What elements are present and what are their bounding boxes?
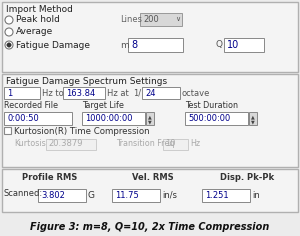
Bar	[202, 189, 250, 202]
Text: Recorded File: Recorded File	[4, 101, 58, 110]
Bar	[82, 112, 145, 125]
Text: octave: octave	[182, 88, 210, 97]
Text: 10: 10	[227, 40, 239, 50]
Text: Disp. Pk-Pk: Disp. Pk-Pk	[220, 173, 274, 181]
Circle shape	[5, 16, 13, 24]
Bar	[128, 38, 183, 52]
Text: 500:00:00: 500:00:00	[188, 114, 230, 123]
Text: Kurtosion(R) Time Compression: Kurtosion(R) Time Compression	[14, 126, 150, 135]
Text: Peak hold: Peak hold	[16, 16, 60, 25]
Bar	[185, 112, 248, 125]
Circle shape	[7, 43, 11, 47]
Text: 1: 1	[7, 88, 12, 97]
Text: Vel. RMS: Vel. RMS	[132, 173, 174, 181]
Text: Import Method: Import Method	[6, 4, 73, 13]
Text: Hz to: Hz to	[42, 88, 64, 97]
Bar	[140, 13, 182, 26]
Bar	[249, 112, 257, 125]
Text: m: m	[120, 41, 129, 50]
Text: Profile RMS: Profile RMS	[22, 173, 78, 181]
Text: 163.84: 163.84	[66, 88, 95, 97]
Text: 1000:00:00: 1000:00:00	[85, 114, 133, 123]
Text: G: G	[88, 190, 95, 199]
Bar	[2, 2, 298, 72]
Text: in/s: in/s	[162, 190, 177, 199]
Bar	[4, 87, 40, 99]
Text: 1.251: 1.251	[205, 191, 229, 200]
Text: 11.75: 11.75	[115, 191, 139, 200]
Text: ∨: ∨	[176, 16, 181, 22]
Text: Hz: Hz	[190, 139, 200, 148]
Text: ▲: ▲	[251, 114, 255, 119]
Text: Figure 3: m=8, Q=10, 2x Time Compression: Figure 3: m=8, Q=10, 2x Time Compression	[30, 222, 270, 232]
Text: Hz at: Hz at	[107, 88, 129, 97]
Bar	[224, 38, 264, 52]
Text: in: in	[252, 190, 260, 199]
Text: Target Life: Target Life	[82, 101, 124, 110]
Text: 0:00:50: 0:00:50	[7, 114, 39, 123]
Bar	[46, 139, 96, 150]
Bar	[2, 74, 298, 167]
Text: Q: Q	[216, 41, 223, 50]
Text: 10: 10	[165, 139, 175, 148]
Bar	[4, 127, 11, 134]
Bar	[163, 139, 188, 150]
Text: 3.802: 3.802	[41, 191, 65, 200]
Text: ▲: ▲	[148, 114, 152, 119]
Text: 1/: 1/	[133, 88, 141, 97]
Text: Average: Average	[16, 28, 53, 37]
Text: Test Duration: Test Duration	[185, 101, 238, 110]
Text: 20.3879: 20.3879	[48, 139, 82, 148]
Text: Transition Freq: Transition Freq	[116, 139, 175, 148]
Text: Lines: Lines	[120, 16, 142, 25]
Bar	[112, 189, 160, 202]
Text: 200: 200	[143, 14, 159, 24]
Bar	[63, 87, 105, 99]
Bar	[2, 169, 298, 212]
Bar	[146, 112, 154, 125]
Text: ▼: ▼	[148, 119, 152, 124]
Text: Fatigue Damage: Fatigue Damage	[16, 41, 90, 50]
Text: Scanned:: Scanned:	[4, 189, 43, 198]
Text: 8: 8	[131, 40, 137, 50]
Bar	[38, 189, 86, 202]
Text: Fatigue Damage Spectrum Settings: Fatigue Damage Spectrum Settings	[6, 76, 167, 85]
Bar	[142, 87, 180, 99]
Text: ▼: ▼	[251, 119, 255, 124]
Circle shape	[5, 28, 13, 36]
Bar	[4, 112, 72, 125]
Text: 24: 24	[145, 88, 155, 97]
Text: Kurtosis: Kurtosis	[14, 139, 46, 148]
Circle shape	[5, 41, 13, 49]
